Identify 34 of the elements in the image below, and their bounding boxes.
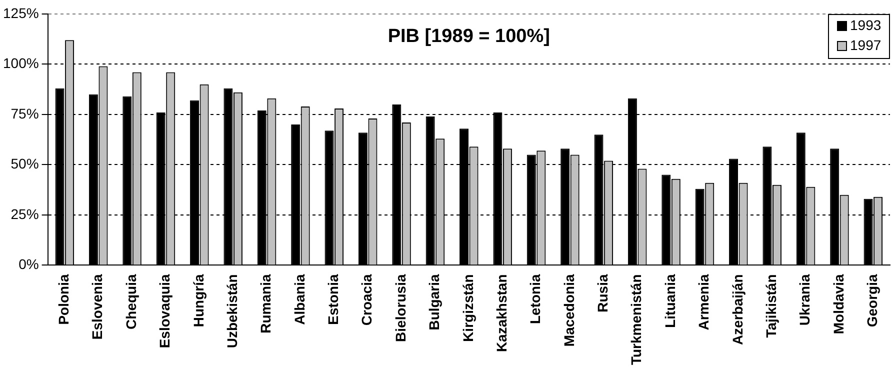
- y-tick-label: 50%: [10, 156, 39, 172]
- legend-label: 1993: [850, 16, 882, 33]
- x-tick-label: Chequia: [122, 274, 139, 330]
- x-tick-label: Letonia: [527, 274, 544, 324]
- y-tick-label: 25%: [10, 206, 39, 222]
- x-tick-label: Lituania: [662, 274, 678, 328]
- x-tick-label: Tajikistán: [762, 274, 779, 338]
- x-tick-label: Estonia: [325, 274, 342, 325]
- x-tick-label: Rumania: [258, 274, 274, 334]
- x-tick-label: Albania: [291, 274, 308, 325]
- text: PIB [1989 = 100%]: [388, 26, 550, 48]
- y-tick-label: 0%: [18, 256, 39, 272]
- x-tick-label: Hungría: [190, 274, 206, 328]
- x-tick-label: Turkmenistán: [628, 274, 644, 366]
- x-tick-label: Polonia: [56, 274, 72, 325]
- x-tick-label: Moldavia: [830, 274, 846, 334]
- x-tick-label: Croacia: [358, 274, 375, 326]
- y-tick-label: 125%: [2, 4, 39, 21]
- x-tick-label: Macedonia: [560, 274, 577, 347]
- x-tick-label: Armenia: [696, 274, 712, 330]
- x-tick-label: Kirgizstán: [460, 274, 476, 342]
- x-tick-label: Georgia: [864, 274, 880, 328]
- x-tick-label: Ukrania: [796, 274, 813, 326]
- x-tick-label: Eslovaquia: [156, 274, 173, 348]
- x-tick-label: Azerbaiján: [729, 274, 746, 346]
- y-tick-label: 75%: [10, 105, 39, 122]
- legend-label: 1997: [850, 36, 882, 53]
- y-tick-label: 100%: [2, 55, 39, 72]
- x-tick-label: Bielorusia: [392, 274, 408, 342]
- x-tick-label: Uzbekistán: [224, 274, 240, 348]
- x-tick-label: Kazakhstan: [493, 274, 510, 352]
- x-tick-label: Rusia: [594, 274, 611, 312]
- x-tick-label: Eslovenia: [89, 274, 106, 340]
- x-tick-label: Bulgaria: [426, 274, 442, 330]
